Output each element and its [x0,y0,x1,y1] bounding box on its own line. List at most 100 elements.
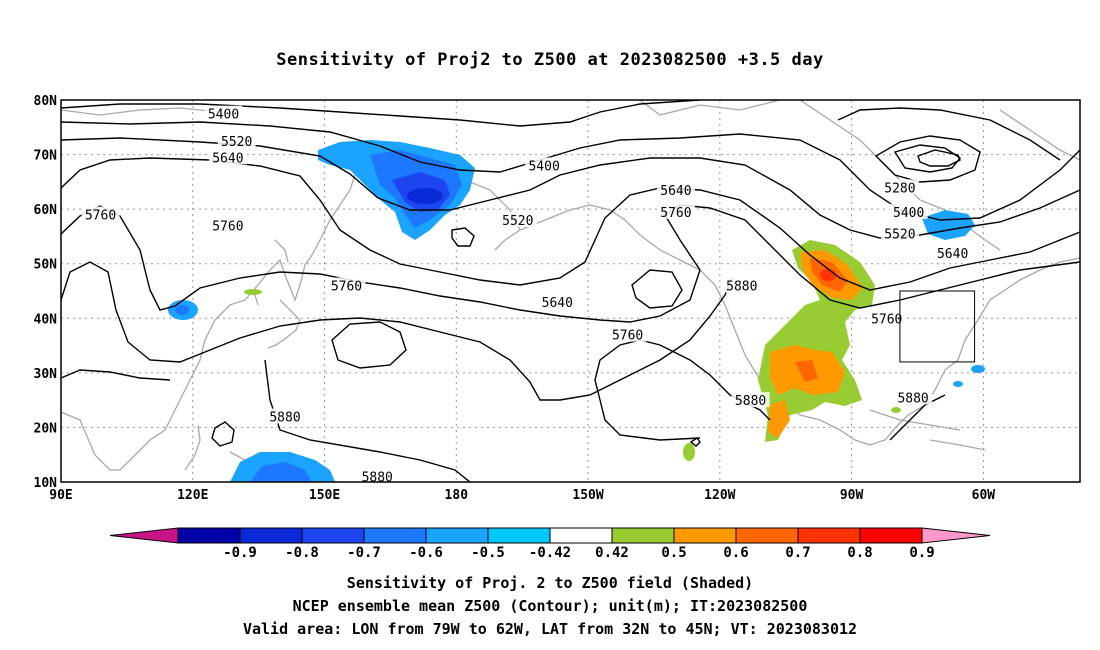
negative-sensitivity-labrador [922,210,975,240]
contour-label-bg [208,217,247,233]
colorbar-label: 0.5 [661,545,686,561]
contour-label: 5880 [726,280,757,295]
positive-sensitivity-pacific [683,443,695,461]
lon-tick-label: 150W [572,488,603,503]
colorbar-swatch [859,527,923,544]
contour-label: 5400 [528,159,559,174]
contour-label: 5520 [221,135,252,150]
contour-label-bg [217,132,256,148]
colorbar-swatch [487,527,551,544]
negative-sensitivity-japan-core [175,305,189,315]
contour-label-bg [880,179,919,195]
contour-label: 5760 [871,312,902,327]
negative-sensitivity-max [407,188,443,204]
colorbar-swatch [177,527,241,544]
colorbar-swatch [549,527,613,544]
contour-label: 5520 [502,214,533,229]
contour-label-bg [498,212,537,228]
contour-label-bg [538,293,577,309]
contour-label-bg [266,408,305,424]
latitude-axis-labels: 80N 70N 60N 50N 40N 30N 20N 10N [34,94,58,491]
longitude-axis-labels: 90E 120E 150E 180 150W 120W 90W 60W [49,488,995,503]
contour-label-bg [608,326,647,342]
contour-label: 5760 [212,220,243,235]
caption-contour: NCEP ensemble mean Z500 (Contour); unit(… [292,597,808,615]
lat-tick-label: 70N [34,149,58,164]
lat-tick-label: 30N [34,367,58,382]
lon-tick-label: 90E [49,488,72,503]
lon-tick-label: 120W [704,488,735,503]
colorbar-label: 0.7 [785,545,810,561]
colorbar-high-triangle [921,527,991,544]
contour-label-bg [81,206,120,222]
colorbar-label: 0.8 [847,545,872,561]
positive-sensitivity-gulf [891,407,901,413]
colorbar-swatch [735,527,799,544]
lat-tick-label: 80N [34,94,58,109]
map-title: Sensitivity of Proj2 to Z500 at 20230825… [276,50,824,70]
contour-label-bg [933,244,972,260]
valid-area-box [899,290,976,363]
contour-label-bg [731,392,770,408]
colorbar-label: 0.6 [723,545,748,561]
lon-tick-label: 150E [309,488,340,503]
contour-label: 5880 [735,394,766,409]
contour-label-bg [327,277,366,293]
colorbar: -0.9 -0.8 -0.7 -0.6 -0.5 -0.42 0.42 0.5 0.6 0.7 0.… [109,527,991,561]
negative-sensitivity-bermuda [953,381,963,387]
lon-tick-label: 90W [840,488,864,503]
coastlines [61,100,1080,481]
negative-sensitivity-atlantic [971,365,985,373]
colorbar-label: -0.8 [285,545,319,561]
colorbar-low-triangle [109,527,179,544]
colorbar-swatch [363,527,427,544]
contour-label: 5520 [884,228,915,243]
lat-tick-label: 60N [34,203,58,218]
contour-label: 5400 [893,206,924,221]
colorbar-label: 0.42 [595,545,629,561]
contour-label: 5400 [208,108,239,123]
colorbar-label: -0.5 [471,545,505,561]
contour-label: 5640 [542,296,573,311]
positive-sensitivity-core [768,250,862,438]
lat-tick-label: 50N [34,258,58,273]
contour-label-bg [889,203,928,219]
sensitivity-shading [168,140,985,482]
contour-label-bg [525,157,564,173]
contour-label: 5880 [897,391,928,406]
colorbar-swatch [797,527,861,544]
lon-tick-label: 120E [177,488,208,503]
colorbar-label: -0.9 [223,545,257,561]
colorbar-label: -0.42 [529,545,571,561]
colorbar-swatch [673,527,737,544]
contour-label-bg [880,225,919,241]
colorbar-swatch [611,527,675,544]
contour-label-bg [204,105,243,121]
contour-label: 5280 [884,181,915,196]
colorbar-swatch [425,527,489,544]
colorbar-label: -0.7 [347,545,381,561]
positive-sensitivity-peak [795,258,848,382]
caption-valid-area: Valid area: LON from 79W to 62W, LAT fro… [242,620,858,638]
colorbar-swatch [239,527,303,544]
contour-label: 5760 [85,209,116,224]
lat-tick-label: 40N [34,312,58,327]
colorbar-label: 0.9 [909,545,934,561]
contour-label-bg [358,468,397,484]
contour-label: 5760 [660,206,691,221]
contour-label-bg [656,203,695,219]
contour-label: 5760 [612,329,643,344]
contour-label-bg [722,277,761,293]
contour-label: 5640 [660,184,691,199]
contour-labels: 5400 5520 5640 5400 5640 5760 5520 5760 5760 5760… [81,105,972,486]
contour-label: 5640 [937,247,968,262]
map-frame [60,99,1081,483]
contour-label: 5880 [362,471,393,486]
contour-label-bg [208,149,247,165]
positive-sensitivity-korea [244,289,262,295]
lon-tick-label: 60W [972,488,996,503]
caption-shaded: Sensitivity of Proj. 2 to Z500 field (Sh… [346,574,754,592]
contour-label-bg [894,389,933,405]
colorbar-swatch [301,527,365,544]
